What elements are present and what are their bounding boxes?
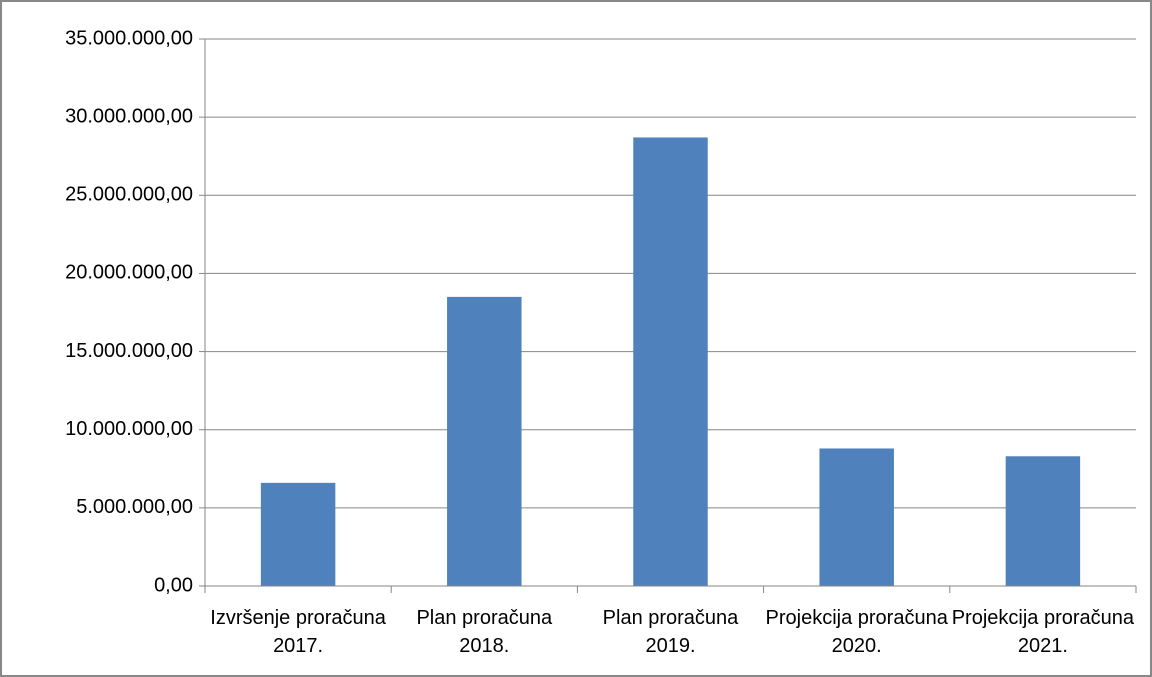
bar: [447, 296, 522, 586]
y-tick-label: 5.000.000,00: [76, 496, 193, 518]
y-tick-label: 10.000.000,00: [65, 418, 193, 440]
y-tick-label: 35.000.000,00: [65, 27, 193, 49]
y-tick-label: 25.000.000,00: [65, 184, 193, 206]
x-tick-label: Projekcija proračuna 2021.: [951, 607, 1135, 657]
y-tick-label: 0,00: [154, 574, 193, 596]
x-tick-label: Plan proračuna 2019.: [602, 607, 739, 657]
bar: [819, 448, 894, 586]
bar: [633, 137, 708, 586]
bar: [1005, 456, 1081, 586]
bar: [260, 482, 336, 586]
x-tick-label: Plan proračuna 2018.: [416, 607, 553, 657]
y-tick-label: 15.000.000,00: [65, 340, 193, 362]
y-tick-label: 20.000.000,00: [65, 262, 193, 284]
y-tick-label: 30.000.000,00: [65, 105, 193, 127]
x-tick-label: Izvršenje proračuna 2017.: [210, 607, 386, 657]
x-tick-label: Projekcija proračuna 2020.: [765, 607, 948, 657]
